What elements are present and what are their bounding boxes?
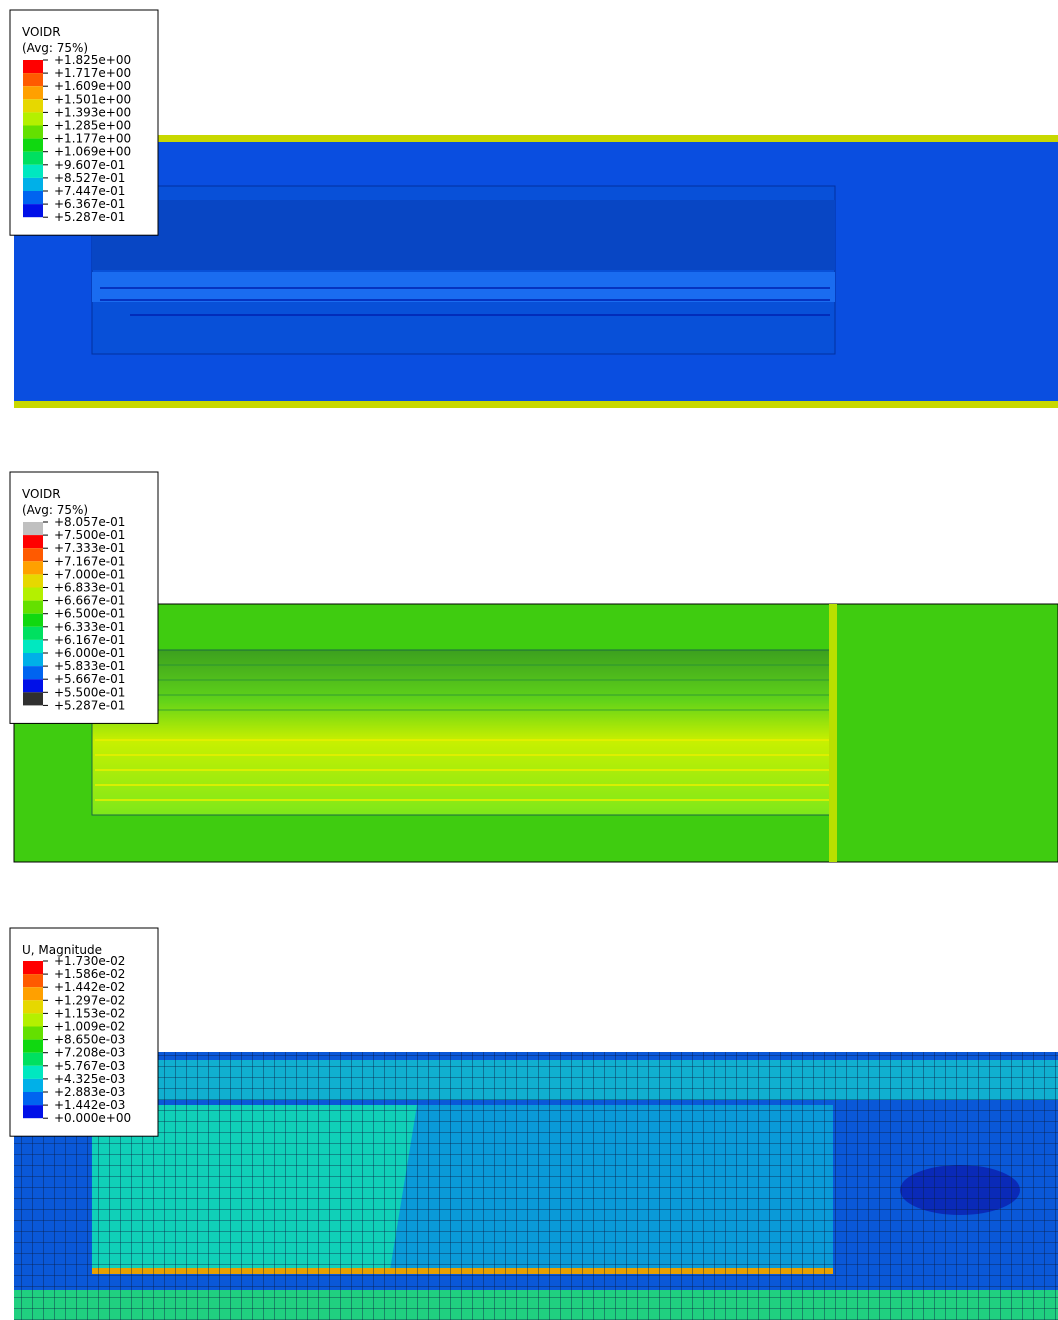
legend: VOIDR (Avg: 75%)+1.825e+00+1.717e+00+1.60… [9,9,159,236]
legend-swatch [23,112,43,126]
legend-label: +1.717e+00 [54,66,131,80]
legend-swatch [23,1092,43,1106]
legend: VOIDR (Avg: 75%)+8.057e-01+7.500e-01+7.33… [9,471,159,724]
legend-swatch [23,574,43,588]
legend: U, Magnitude+1.730e-02+1.586e-02+1.442e-… [9,927,159,1137]
legend-label: +6.367e-01 [54,197,125,211]
legend-swatch [23,177,43,191]
legend-label: +7.333e-01 [54,541,125,555]
model-1 [14,135,1058,408]
model-3 [14,1052,1058,1320]
legend-swatch [23,99,43,113]
legend-swatch [23,1026,43,1040]
legend-swatch [23,60,43,74]
legend-label: +1.442e-03 [54,1098,125,1112]
legend-swatch [23,1105,43,1119]
legend-swatch [23,191,43,205]
legend-swatch [23,987,43,1001]
legend-subtitle: (Avg: 75%) [22,503,88,517]
legend-label: +6.667e-01 [54,594,125,608]
legend-swatch [23,600,43,614]
legend-swatch [23,151,43,165]
legend-label: +5.833e-01 [54,659,125,673]
legend-label: +5.287e-01 [54,698,125,712]
legend-swatch [23,961,43,975]
legend-swatch [23,548,43,562]
legend-swatch [23,587,43,601]
legend-label: +1.297e-02 [54,993,125,1007]
legend-subtitle: (Avg: 75%) [22,41,88,55]
legend-swatch [23,1000,43,1014]
legend-label: +6.000e-01 [54,646,125,660]
legend-swatch [23,1039,43,1053]
legend-swatch [23,1052,43,1066]
legend-swatch [23,204,43,218]
legend-label: +1.393e+00 [54,105,131,119]
legend-label: +8.527e-01 [54,171,125,185]
legend-label: +5.767e-03 [54,1059,125,1073]
legend-title: U, Magnitude [22,943,102,957]
legend-swatch [23,522,43,536]
legend-label: +5.667e-01 [54,672,125,686]
legend-label: +6.333e-01 [54,620,125,634]
legend-swatch [23,164,43,178]
legend-label: +1.609e+00 [54,79,131,93]
legend-label: +2.883e-03 [54,1085,125,1099]
legend-title: VOIDR [22,25,61,39]
legend-label: +1.009e-02 [54,1020,125,1034]
legend-label: +7.500e-01 [54,528,125,542]
legend-label: +7.447e-01 [54,184,125,198]
legend-swatch [23,1013,43,1027]
legend-label: +7.000e-01 [54,567,125,581]
legend-swatch [23,974,43,988]
legend-label: +6.500e-01 [54,607,125,621]
legend-swatch [23,535,43,549]
legend-swatch [23,73,43,87]
legend-label: +8.650e-03 [54,1033,125,1047]
legend-swatch [23,679,43,693]
legend-swatch [23,86,43,100]
legend-label: +1.442e-02 [54,980,125,994]
legends: VOIDR(Avg: 75%)+1.825e+00+1.717e+00+1.60… [9,9,159,1137]
legend-label: +1.586e-02 [54,967,125,981]
legend-label: +5.500e-01 [54,685,125,699]
legend-swatch [23,692,43,706]
legend-swatch [23,1078,43,1092]
legend-label: +1.153e-02 [54,1006,125,1020]
legend-swatch [23,138,43,152]
legend-label: +6.167e-01 [54,633,125,647]
legend-label: +1.069e+00 [54,145,131,159]
legend-label: +6.833e-01 [54,581,125,595]
legend-label: +1.177e+00 [54,132,131,146]
legend-label: +5.287e-01 [54,210,125,224]
legend-swatch [23,561,43,575]
legend-label: +1.501e+00 [54,92,131,106]
legend-label: +1.730e-02 [54,954,125,968]
legend-swatch [23,613,43,627]
legend-label: +7.208e-03 [54,1046,125,1060]
legend-title: VOIDR [22,487,61,501]
legend-swatch [23,666,43,680]
legend-label: +0.000e+00 [54,1111,131,1125]
legend-swatch [23,639,43,653]
legend-label: +9.607e-01 [54,158,125,172]
legend-label: +1.285e+00 [54,119,131,133]
legend-label: +4.325e-03 [54,1072,125,1086]
legend-swatch [23,125,43,139]
legend-label: +8.057e-01 [54,515,125,529]
legend-swatch [23,1065,43,1079]
model-2 [13,603,1058,863]
legend-label: +1.825e+00 [54,53,131,67]
legend-swatch [23,653,43,667]
legend-label: +7.167e-01 [54,554,125,568]
legend-swatch [23,626,43,640]
